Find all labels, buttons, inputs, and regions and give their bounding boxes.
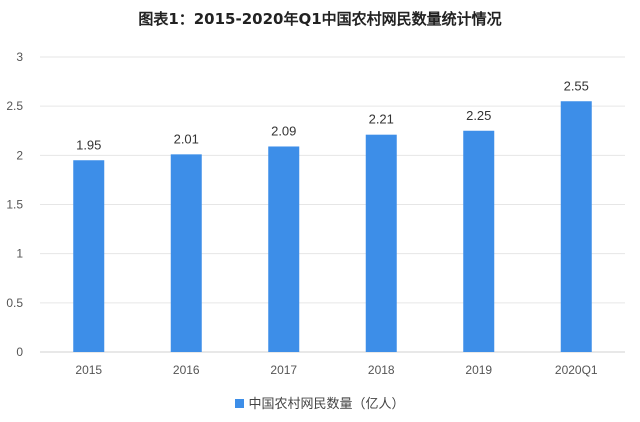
data-label: 2.25: [466, 108, 491, 123]
bars: [73, 101, 592, 352]
bar: [463, 130, 495, 352]
x-tick-label: 2019: [465, 363, 492, 377]
bar: [170, 154, 202, 352]
data-label: 2.55: [564, 78, 589, 93]
x-tick-label: 2015: [75, 363, 102, 377]
y-tick-label: 1: [16, 247, 23, 261]
x-tick-label: 2017: [270, 363, 297, 377]
bar: [560, 101, 592, 352]
bar: [73, 160, 105, 352]
x-axis: 2015 2016 2017 2018 2019 2020Q1: [75, 363, 598, 377]
y-tick-label: 1.5: [6, 198, 23, 212]
data-labels: 1.95 2.01 2.09 2.21 2.25 2.55: [76, 78, 589, 152]
y-tick-label: 2: [16, 148, 23, 162]
bar: [268, 146, 300, 352]
y-axis: 0 0.5 1 1.5 2 2.5 3: [6, 50, 23, 359]
legend: 中国农村网民数量（亿人）: [0, 393, 640, 412]
legend-label: 中国农村网民数量（亿人）: [248, 397, 405, 412]
data-label: 1.95: [76, 137, 101, 152]
y-tick-label: 0: [16, 345, 23, 359]
y-tick-label: 2.5: [6, 99, 23, 113]
x-tick-label: 2018: [368, 363, 395, 377]
y-tick-label: 0.5: [6, 296, 23, 310]
bar: [365, 134, 397, 352]
legend-swatch: [235, 399, 245, 408]
data-label: 2.01: [174, 131, 199, 146]
data-label: 2.09: [271, 123, 296, 138]
data-label: 2.21: [369, 112, 394, 127]
x-tick-label: 2020Q1: [555, 363, 598, 377]
x-tick-label: 2016: [173, 363, 200, 377]
chart-title: 图表1：2015-2020年Q1中国农村网民数量统计情况: [138, 10, 502, 28]
y-tick-label: 3: [16, 50, 23, 64]
gridlines: [40, 56, 625, 353]
